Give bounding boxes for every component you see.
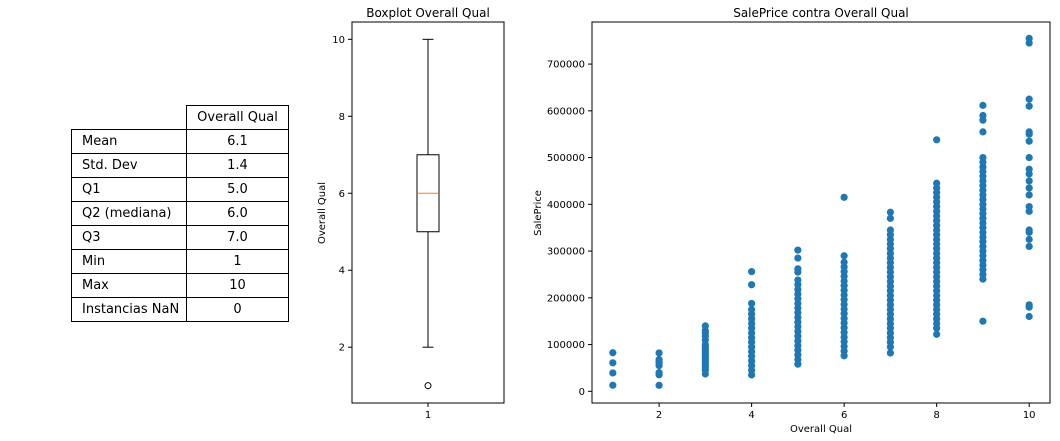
scatter-point <box>979 153 987 162</box>
scatter-point <box>794 246 802 254</box>
x-tick-label: 10 <box>1023 410 1036 421</box>
scatter-point <box>979 128 987 136</box>
scatter-point <box>609 349 617 357</box>
y-tick-label: 0 <box>579 387 585 398</box>
scatter-point <box>794 276 802 284</box>
boxplot-chart: Boxplot Overall Qual Overall Qual 2 4 6 8 10… <box>317 6 505 421</box>
scatter-point <box>886 214 894 222</box>
scatter-point <box>886 349 894 357</box>
scatter-point <box>1025 165 1033 173</box>
scatter-ylabel: SalePrice <box>533 190 544 236</box>
scatter-point <box>1025 226 1033 234</box>
scatter-point <box>1025 312 1033 321</box>
scatter-xlabel: Overall Qual <box>790 424 852 435</box>
stats-row-nan: Instancias NaN 0 <box>71 297 289 322</box>
scatter-point <box>655 355 663 364</box>
stats-row-label: Mean <box>71 129 187 154</box>
scatter-point <box>655 369 663 377</box>
stats-row-value: 6.0 <box>186 201 289 226</box>
y-tick-label: 600000 <box>547 106 585 117</box>
scatter-point <box>840 258 848 266</box>
scatter-chart: SalePrice contra Overall Qual Overall Qu… <box>533 6 1051 435</box>
scatter-title: SalePrice contra Overall Qual <box>733 6 909 20</box>
x-tick-label: 6 <box>841 410 847 421</box>
scatter-point <box>1025 137 1033 145</box>
stats-row-std: Std. Dev 1.4 <box>71 153 289 178</box>
scatter-point <box>748 268 756 276</box>
x-tick-label: 8 <box>933 410 939 421</box>
x-tick-label: 2 <box>656 410 662 421</box>
scatter-point <box>979 111 987 120</box>
scatter-point <box>1025 34 1033 42</box>
scatter-point <box>1025 95 1033 103</box>
stats-row-value: 7.0 <box>186 225 289 250</box>
stats-row-min: Min 1 <box>71 249 289 274</box>
stats-row-q3: Q3 7.0 <box>71 225 289 250</box>
outlier-point <box>424 382 432 390</box>
scatter-point <box>1025 184 1033 192</box>
scatter-point <box>748 299 756 308</box>
y-tick-label: 400000 <box>547 200 585 211</box>
stats-row-label: Instancias NaN <box>71 297 187 322</box>
boxplot-title: Boxplot Overall Qual <box>366 6 490 20</box>
scatter-point <box>609 359 617 367</box>
scatter-point <box>840 252 848 260</box>
scatter-point <box>609 369 617 377</box>
scatter-frame <box>591 21 1051 404</box>
scatter-point <box>1025 102 1033 110</box>
scatter-point <box>1025 242 1033 250</box>
y-tick-label: 8 <box>339 112 345 123</box>
y-tick-label: 100000 <box>547 340 585 351</box>
scatter-point <box>979 317 987 325</box>
stats-row-value: 5.0 <box>186 177 289 202</box>
stats-row-label: Q2 (mediana) <box>71 201 187 226</box>
scatter-point <box>1025 191 1033 199</box>
y-tick-label: 6 <box>339 189 345 200</box>
scatter-point <box>979 101 987 109</box>
scatter-point <box>933 330 941 338</box>
y-tick-label: 10 <box>332 35 345 46</box>
scatter-point <box>748 281 756 289</box>
scatter-point <box>886 226 894 234</box>
scatter-point <box>1025 153 1033 162</box>
scatter-point <box>1025 177 1033 185</box>
stats-row-label: Std. Dev <box>71 153 187 178</box>
y-tick-label: 300000 <box>547 247 585 258</box>
stats-row-value: 1 <box>186 249 289 274</box>
stats-table: Overall Qual Mean 6.1 Std. Dev 1.4 Q1 5.… <box>71 105 289 322</box>
y-tick-label: 200000 <box>547 293 585 304</box>
y-tick-label: 700000 <box>547 60 585 71</box>
stats-row-label: Min <box>71 249 187 274</box>
scatter-point <box>794 265 802 273</box>
scatter-point <box>886 208 894 216</box>
scatter-point <box>933 179 941 187</box>
scatter-point <box>840 193 848 201</box>
scatter-point <box>655 349 663 357</box>
stats-row-q2: Q2 (mediana) 6.0 <box>71 201 289 226</box>
stats-table-header-row: Overall Qual <box>72 105 289 130</box>
stats-row-label: Max <box>71 273 187 298</box>
stats-row-q1: Q1 5.0 <box>71 177 289 202</box>
scatter-point <box>794 254 802 262</box>
y-tick-label: 2 <box>339 343 345 354</box>
y-tick-label: 4 <box>339 266 345 277</box>
scatter-point <box>655 381 663 389</box>
scatter-point <box>1025 203 1033 211</box>
x-tick-label: 4 <box>748 410 754 421</box>
stats-row-value: 0 <box>186 297 289 322</box>
scatter-point <box>933 136 941 144</box>
stats-row-label: Q3 <box>71 225 187 250</box>
boxplot-frame <box>351 21 505 404</box>
scatter-point <box>748 305 756 314</box>
scatter-point <box>609 381 617 389</box>
boxplot-ylabel: Overall Qual <box>317 182 328 244</box>
scatter-point <box>1025 235 1033 243</box>
y-tick-label: 500000 <box>547 153 585 164</box>
scatter-point <box>1025 301 1033 309</box>
x-tick-label: 1 <box>425 410 431 421</box>
scatter-point <box>701 322 709 330</box>
scatter-point <box>1025 128 1033 136</box>
stats-table-column-header: Overall Qual <box>186 105 289 130</box>
